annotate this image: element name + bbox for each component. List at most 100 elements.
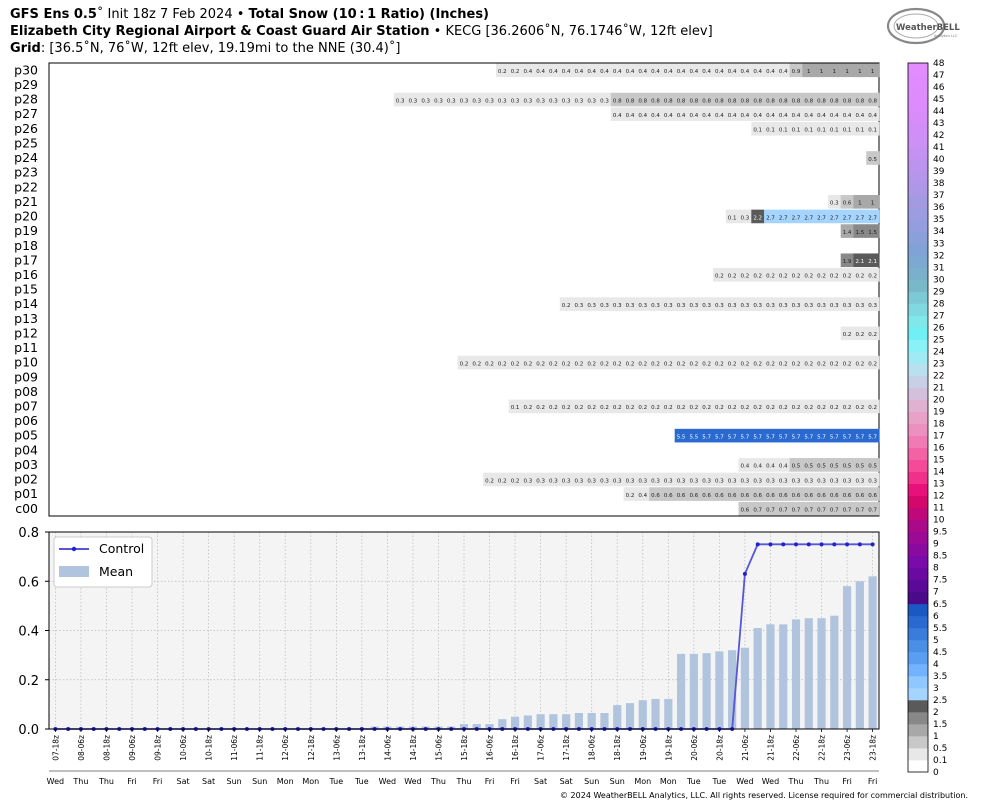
cell-p10-62: [840, 355, 854, 370]
colorbar-band-15: [908, 447, 928, 460]
cell-p02-40: [559, 472, 573, 487]
cell-label-p02-53: 0.3: [728, 478, 737, 484]
cell-p14-58: [789, 297, 803, 311]
cell-label-p07-49: 0.2: [677, 405, 686, 411]
cell-p02-52: [713, 472, 727, 487]
cell-p02-34: [483, 472, 497, 487]
cell-p27-45: [623, 107, 637, 121]
cell-p30-40: [559, 63, 573, 78]
cell-p02-42: [585, 472, 599, 487]
cell-p02-55: [751, 472, 765, 487]
cell-p27-47: [649, 107, 663, 121]
control-point: [832, 542, 837, 547]
cell-label-p10-35: 0.2: [498, 361, 507, 367]
cell-p30-64: [866, 63, 880, 78]
x-tick-label: 21-18z: [766, 735, 775, 761]
day-label: Sat: [560, 777, 573, 786]
colorbar-label-5: 5: [933, 636, 939, 646]
colorbar-label-0: 0: [933, 768, 939, 778]
cell-label-p27-51: 0.4: [702, 113, 711, 119]
cell-label-p30-42: 0.4: [587, 69, 596, 75]
cell-label-p16-58: 0.2: [792, 274, 801, 280]
row-label-p15: p15: [14, 282, 38, 297]
cell-label-c00-56: 0.7: [766, 508, 775, 514]
cell-label-p27-62: 0.4: [843, 113, 852, 119]
control-point: [806, 542, 811, 547]
cell-p02-45: [623, 472, 637, 487]
colorbar-label-8: 8: [933, 564, 939, 574]
cell-label-p02-55: 0.3: [753, 478, 762, 484]
colorbar-band-0.1: [908, 747, 928, 761]
x-tick-label: 10-18z: [205, 735, 214, 761]
cell-p21-62: [840, 195, 854, 209]
station-info: KECG [36.2606˚N, 76.1746˚W, 12ft elev]: [445, 24, 713, 39]
colorbar-band-30: [908, 267, 928, 280]
cell-label-p05-52: 5.7: [715, 434, 724, 440]
day-label: Wed: [404, 777, 421, 786]
cell-p03-61: [827, 458, 841, 472]
cell-label-p12-64: 0.2: [868, 332, 877, 338]
cell-p28-62: [840, 92, 854, 107]
cell-c00-54: [738, 501, 752, 516]
cell-p03-62: [840, 458, 854, 472]
cell-label-p16-53: 0.2: [728, 274, 737, 280]
cell-label-p03-59: 0.5: [804, 464, 813, 470]
x-tick-label: 17-06z: [537, 735, 546, 761]
x-tick-label: 14-18z: [409, 735, 418, 761]
cell-p27-63: [853, 107, 867, 121]
cell-p07-61: [827, 399, 841, 414]
cell-p07-57: [776, 399, 790, 414]
cell-label-p01-48: 0.6: [664, 493, 673, 499]
cell-p10-57: [776, 355, 790, 370]
colorbar-band-19: [908, 399, 928, 412]
row-label-p13: p13: [14, 311, 38, 326]
cell-p28-35: [495, 92, 509, 107]
colorbar-label-0.1: 0.1: [933, 756, 947, 766]
x-tick-label: 20-18z: [715, 735, 724, 761]
mean-bar: [766, 624, 775, 729]
cell-label-p05-55: 5.7: [753, 434, 762, 440]
colorbar-label-20: 20: [933, 395, 945, 405]
cell-label-p30-49: 0.4: [677, 69, 686, 75]
cell-p07-60: [815, 399, 829, 414]
cell-p05-56: [764, 428, 778, 443]
mean-bar: [549, 714, 558, 729]
cell-label-p02-47: 0.3: [651, 478, 660, 484]
cell-p01-51: [700, 487, 714, 501]
mean-bar: [830, 615, 839, 729]
cell-p05-55: [751, 428, 765, 443]
cell-label-p02-62: 0.3: [843, 478, 852, 484]
cell-p21-64: [866, 195, 880, 209]
colorbar-label-23: 23: [933, 359, 944, 369]
cell-label-p02-39: 0.3: [549, 478, 558, 484]
row-label-p09: p09: [14, 369, 38, 384]
colorbar-band-14: [908, 459, 928, 472]
cell-p28-31: [444, 92, 458, 107]
cell-label-p28-43: 0.3: [600, 98, 609, 104]
cell-label-p02-64: 0.3: [868, 478, 877, 484]
row-label-p12: p12: [14, 325, 38, 340]
cell-label-p27-50: 0.4: [689, 113, 698, 119]
day-label: Mon: [277, 777, 294, 786]
y-tick-label: 0.0: [18, 723, 39, 738]
cell-p27-53: [725, 107, 739, 121]
row-label-p04: p04: [14, 442, 38, 457]
cell-label-p05-58: 5.7: [792, 434, 801, 440]
cell-p30-37: [521, 63, 535, 78]
cell-label-p10-51: 0.2: [702, 361, 711, 367]
cell-p28-44: [610, 92, 624, 107]
cell-label-p01-51: 0.6: [702, 493, 711, 499]
cell-label-p14-47: 0.3: [651, 303, 660, 309]
control-point: [819, 542, 824, 547]
cell-label-p14-54: 0.3: [741, 303, 750, 309]
day-label: Thu: [455, 777, 471, 786]
cell-p28-36: [508, 92, 522, 107]
cell-p10-44: [610, 355, 624, 370]
cell-label-p27-49: 0.4: [677, 113, 686, 119]
cell-label-c00-61: 0.7: [830, 508, 839, 514]
cell-p10-39: [547, 355, 561, 370]
cell-p16-59: [802, 268, 816, 282]
cell-p27-58: [789, 107, 803, 121]
cell-label-p28-47: 0.8: [651, 98, 660, 104]
colorbar-label-19: 19: [933, 407, 945, 417]
